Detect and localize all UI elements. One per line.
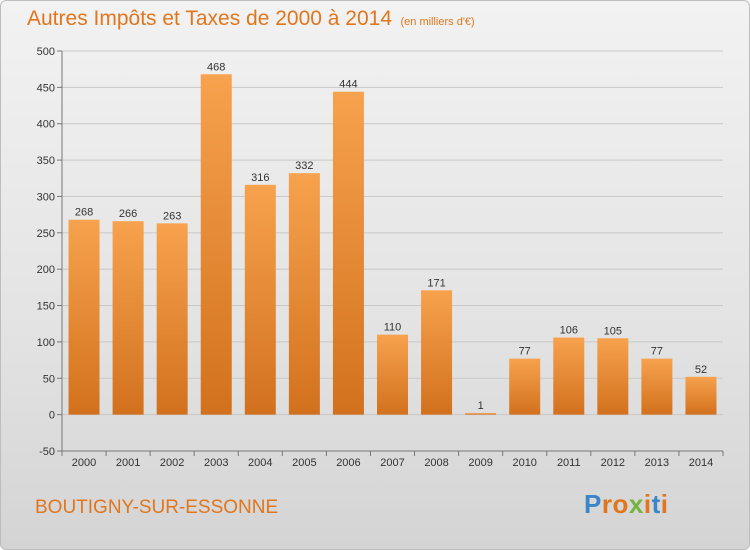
bar-2011 bbox=[553, 337, 585, 415]
bar-2000 bbox=[68, 219, 100, 415]
bar-value-label: 171 bbox=[427, 277, 445, 289]
bar-2003 bbox=[200, 74, 232, 415]
bar-2002 bbox=[156, 223, 188, 415]
x-tick-label: 2005 bbox=[292, 457, 316, 469]
logo-letter: r bbox=[601, 489, 613, 519]
y-tick-label: 200 bbox=[37, 264, 55, 276]
y-tick-label: 100 bbox=[37, 337, 55, 349]
y-tick-label: 300 bbox=[37, 191, 55, 203]
y-tick-label: 250 bbox=[37, 228, 55, 240]
y-tick-label: 150 bbox=[37, 301, 55, 313]
logo-letter: i bbox=[643, 489, 652, 519]
x-tick-label: 2000 bbox=[72, 457, 96, 469]
x-tick-label: 2002 bbox=[160, 457, 184, 469]
bar-value-label: 105 bbox=[604, 325, 622, 337]
bar-value-label: 110 bbox=[384, 322, 402, 334]
bar-value-label: 332 bbox=[295, 160, 313, 172]
bar-2013 bbox=[641, 358, 673, 415]
bar-2005 bbox=[288, 173, 320, 415]
location-name: BOUTIGNY-SUR-ESSONNE bbox=[35, 497, 279, 518]
x-tick-label: 2001 bbox=[116, 457, 140, 469]
y-tick-label: 500 bbox=[37, 46, 55, 58]
y-tick-label: 50 bbox=[43, 373, 55, 385]
bar-value-label: 77 bbox=[651, 346, 663, 358]
bar-2008 bbox=[421, 290, 453, 415]
bar-2014 bbox=[685, 376, 717, 415]
bar-2004 bbox=[244, 184, 276, 415]
x-tick-label: 2009 bbox=[468, 457, 492, 469]
x-tick-label: 2012 bbox=[601, 457, 625, 469]
bar-2010 bbox=[509, 358, 541, 415]
chart-title-main: Autres Impôts et Taxes de 2000 à 2014 bbox=[27, 7, 393, 30]
x-tick-label: 2004 bbox=[248, 457, 272, 469]
x-tick-label: 2014 bbox=[689, 457, 713, 469]
logo-letter: x bbox=[628, 489, 644, 519]
y-tick-label: 400 bbox=[37, 119, 55, 131]
logo-letter: i bbox=[660, 489, 669, 519]
bar-2009 bbox=[465, 413, 497, 415]
bar-2006 bbox=[332, 91, 364, 415]
y-tick-label: 450 bbox=[37, 82, 55, 94]
x-tick-label: 2008 bbox=[424, 457, 448, 469]
logo-letter: t bbox=[651, 489, 661, 519]
bar-value-label: 316 bbox=[251, 172, 269, 184]
x-tick-label: 2011 bbox=[557, 457, 581, 469]
x-tick-label: 2006 bbox=[336, 457, 360, 469]
bar-value-label: 106 bbox=[560, 325, 578, 337]
chart-title: Autres Impôts et Taxes de 2000 à 2014 (e… bbox=[27, 7, 475, 31]
y-tick-label: 0 bbox=[49, 410, 55, 422]
logo-letter: P bbox=[584, 489, 602, 519]
logo-letter: o bbox=[612, 489, 629, 519]
bar-value-label: 444 bbox=[339, 79, 357, 91]
x-tick-label: 2013 bbox=[645, 457, 669, 469]
bar-value-label: 77 bbox=[519, 346, 531, 358]
bar-value-label: 52 bbox=[695, 364, 707, 376]
chart-title-unit: (en milliers d'€) bbox=[400, 16, 475, 28]
bar-2007 bbox=[377, 334, 408, 415]
y-tick-label: -50 bbox=[39, 446, 55, 458]
bar-value-label: 268 bbox=[75, 207, 93, 219]
bar-2001 bbox=[112, 221, 144, 415]
bar-value-label: 266 bbox=[119, 208, 137, 220]
bar-value-label: 468 bbox=[207, 61, 225, 73]
x-tick-label: 2010 bbox=[512, 457, 536, 469]
bar-value-label: 1 bbox=[478, 400, 484, 412]
bar-value-label: 263 bbox=[163, 210, 181, 222]
bar-2012 bbox=[597, 338, 629, 415]
proxiti-logo: Proxiti bbox=[584, 489, 668, 520]
x-tick-label: 2003 bbox=[204, 457, 228, 469]
x-tick-label: 2007 bbox=[380, 457, 404, 469]
y-tick-label: 350 bbox=[37, 155, 55, 167]
